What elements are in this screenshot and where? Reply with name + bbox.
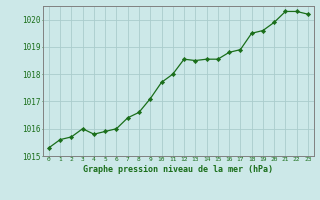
X-axis label: Graphe pression niveau de la mer (hPa): Graphe pression niveau de la mer (hPa)	[84, 165, 273, 174]
